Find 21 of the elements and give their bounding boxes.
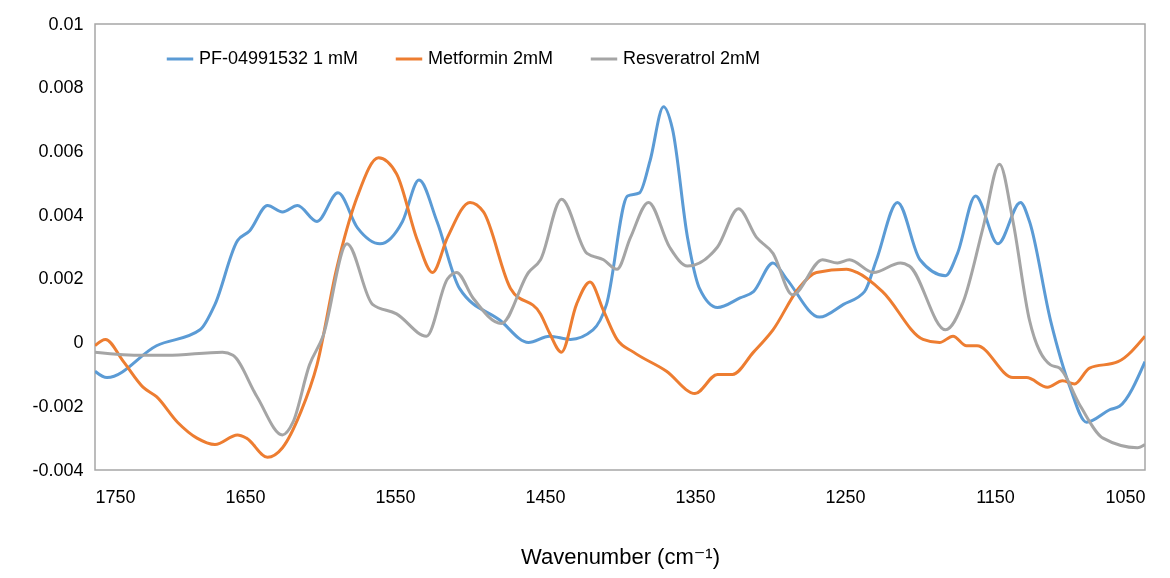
y-tick-label: 0.008 (38, 77, 84, 98)
x-tick-label: 1050 (1105, 486, 1146, 507)
y-tick-label: 0 (73, 332, 84, 353)
y-tick-label: 0.004 (38, 204, 84, 225)
legend-label: Metformin 2mM (428, 48, 554, 68)
x-tick-label: 1750 (95, 486, 136, 507)
x-tick-label: 1450 (525, 486, 566, 507)
x-tick-label: 1550 (375, 486, 416, 507)
x-tick-label: 1250 (825, 486, 866, 507)
y-tick-label: -0.002 (32, 395, 84, 416)
y-tick-label: 0.002 (38, 268, 84, 289)
line-series (95, 105, 1145, 424)
legend-label: Resveratrol 2mM (623, 48, 761, 68)
x-axis-title: Wavenumber (cm⁻¹) (520, 543, 721, 569)
legend-label: PF-04991532 1 mM (199, 48, 359, 68)
y-tick-label: 0.01 (48, 13, 84, 34)
x-tick-label: 1350 (675, 486, 716, 507)
x-tick-label: 1650 (225, 486, 266, 507)
y-tick-label: 0.006 (38, 140, 84, 161)
x-tick-label: 1150 (976, 486, 1015, 507)
y-tick-label: -0.004 (32, 459, 84, 480)
